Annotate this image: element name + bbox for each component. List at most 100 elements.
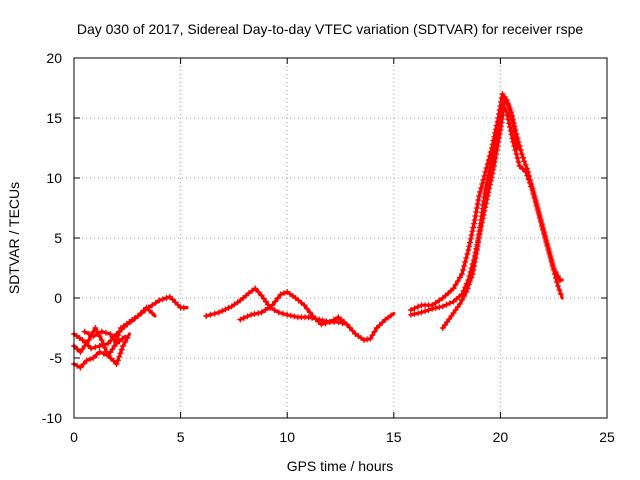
y-tick-label: -10 <box>42 410 62 426</box>
data-point-marker <box>472 213 479 219</box>
data-point-marker <box>159 296 166 303</box>
data-point-marker <box>367 335 374 342</box>
axis-ticks: 0 5 10 15 20 25 -10 -5 0 5 10 15 20 <box>42 50 615 445</box>
data-point-marker <box>543 239 550 245</box>
data-point-marker <box>484 175 491 182</box>
data-point-marker <box>539 223 545 229</box>
data-point-marker <box>498 107 505 113</box>
data-point-marker <box>452 281 459 288</box>
series-line <box>72 306 157 358</box>
data-point-marker <box>534 207 541 213</box>
data-point-marker <box>535 211 542 217</box>
data-point-marker <box>272 298 279 305</box>
data-point-marker <box>219 307 226 314</box>
data-point-marker <box>473 251 480 257</box>
data-point-marker <box>318 321 325 328</box>
data-point-marker <box>520 154 526 161</box>
data-point-marker <box>100 340 107 347</box>
data-point-marker <box>277 291 284 298</box>
data-point-marker <box>507 127 514 134</box>
chart-title: Day 030 of 2017, Sidereal Day-to-day VTE… <box>77 21 583 37</box>
data-point-marker <box>489 153 496 160</box>
data-point-marker <box>463 255 470 261</box>
grid <box>74 58 607 418</box>
data-point-marker <box>464 285 471 292</box>
data-point-marker <box>74 362 81 369</box>
data-point-marker <box>432 299 439 306</box>
data-point-marker <box>476 193 483 199</box>
data-point-marker <box>475 197 482 203</box>
data-point-marker <box>373 325 380 331</box>
data-point-marker <box>525 176 532 183</box>
data-point-marker <box>471 259 478 265</box>
data-point-marker <box>98 337 105 343</box>
data-point-marker <box>255 310 262 317</box>
series-arc-5 <box>203 285 349 327</box>
data-point-marker <box>249 287 255 294</box>
data-point-marker <box>93 352 100 358</box>
data-point-marker <box>510 121 517 127</box>
x-tick-label: 15 <box>386 429 402 445</box>
data-point-marker <box>548 259 555 265</box>
data-point-marker <box>422 308 429 315</box>
data-point-marker <box>418 309 425 316</box>
data-point-marker <box>119 335 126 342</box>
data-point-marker <box>74 346 81 352</box>
data-point-marker <box>477 189 484 195</box>
data-point-marker <box>494 130 501 137</box>
data-point-marker <box>149 302 156 309</box>
data-point-marker <box>275 295 281 301</box>
data-point-marker <box>85 337 92 343</box>
data-point-marker <box>446 300 453 307</box>
data-point-marker <box>315 318 322 325</box>
data-point-marker <box>542 235 549 241</box>
data-point-marker <box>109 334 116 341</box>
x-tick-label: 0 <box>70 429 78 445</box>
y-tick-label: 10 <box>46 170 62 186</box>
data-point-marker <box>96 349 103 355</box>
data-point-marker <box>517 147 524 153</box>
data-point-marker <box>117 350 124 357</box>
data-point-marker <box>509 117 516 124</box>
data-point-marker <box>508 131 515 138</box>
data-point-marker <box>461 293 468 299</box>
series-arc-4 <box>81 328 127 347</box>
data-point-marker <box>301 302 308 309</box>
data-point-marker <box>515 159 522 165</box>
data-point-marker <box>116 328 123 335</box>
data-point-marker <box>516 163 523 169</box>
data-point-marker <box>478 185 485 191</box>
data-point-marker <box>284 311 291 318</box>
data-point-marker <box>468 232 475 238</box>
y-tick-label: -5 <box>50 350 63 366</box>
data-point-marker <box>532 199 539 205</box>
data-point-marker <box>550 267 557 273</box>
data-point-marker <box>521 158 528 165</box>
data-point-marker <box>312 315 319 322</box>
data-point-marker <box>496 119 503 125</box>
data-point-marker <box>485 172 492 178</box>
data-point-marker <box>122 339 129 345</box>
data-point-marker <box>526 179 533 186</box>
data-point-marker <box>473 205 480 211</box>
data-point-marker <box>466 243 473 250</box>
data-point-marker <box>497 115 504 121</box>
data-point-marker <box>92 325 99 331</box>
data-point-marker <box>470 267 477 273</box>
data-point-marker <box>411 305 418 312</box>
plot-frame <box>73 57 608 419</box>
data-point-marker <box>120 343 126 349</box>
series-arc-8 <box>407 97 520 318</box>
data-point-marker <box>432 305 439 311</box>
data-point-marker <box>240 315 247 321</box>
data-point-marker <box>85 331 92 337</box>
data-point-marker <box>505 116 512 123</box>
data-point-marker <box>152 299 159 306</box>
data-point-marker <box>346 324 353 331</box>
data-point-marker <box>255 289 262 295</box>
data-point-marker <box>79 337 86 343</box>
data-point-marker <box>459 297 465 303</box>
data-point-marker <box>166 293 173 300</box>
data-point-marker <box>203 313 210 319</box>
